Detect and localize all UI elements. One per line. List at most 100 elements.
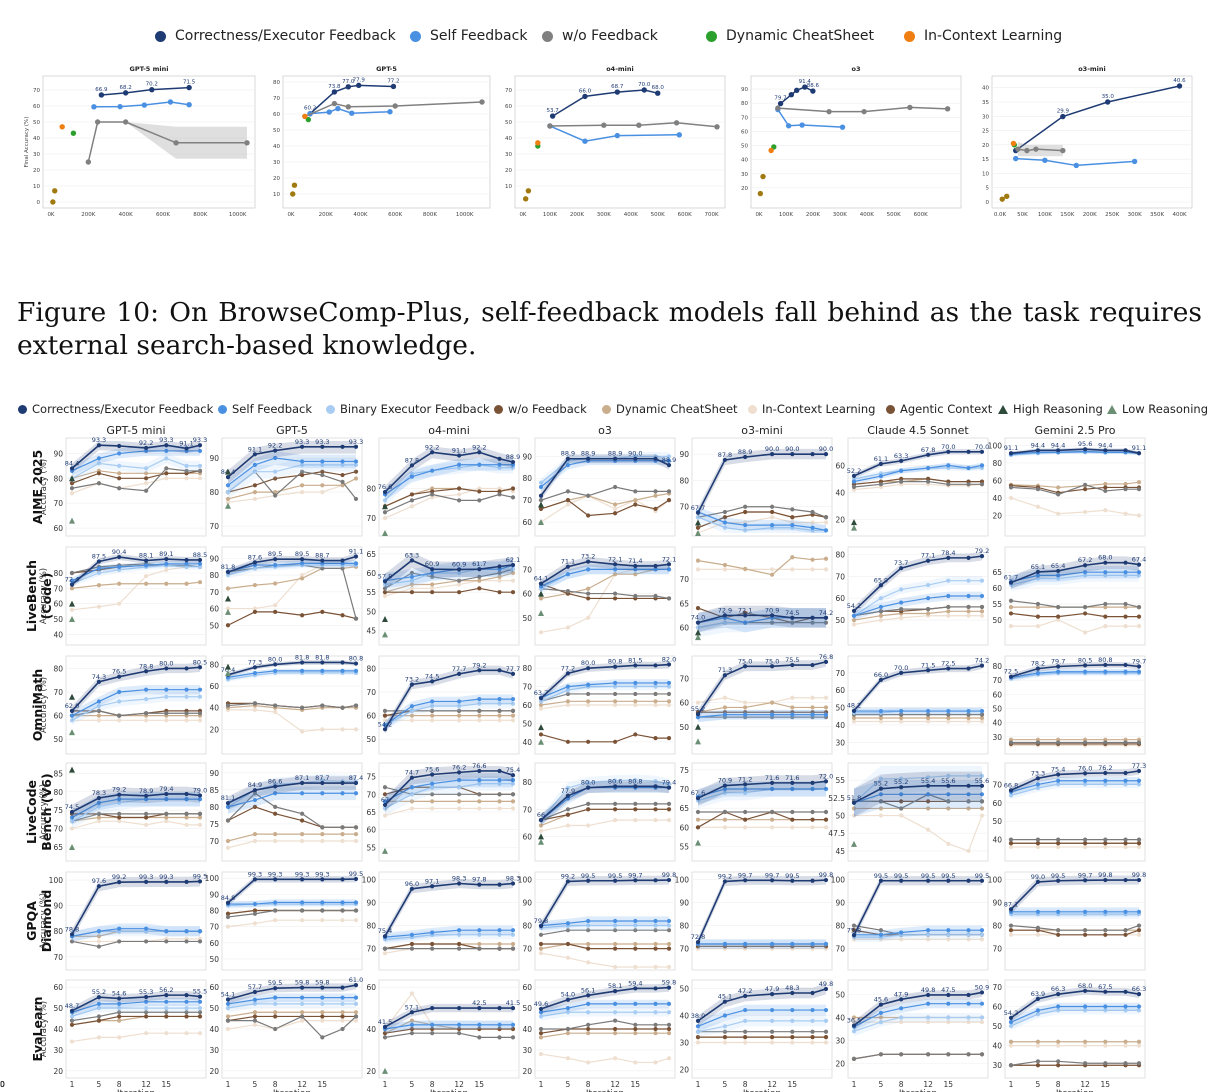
legend-item: Agentic Context bbox=[886, 402, 992, 416]
data-point bbox=[69, 1039, 75, 1044]
data-point bbox=[926, 1052, 931, 1057]
data-point bbox=[69, 607, 75, 612]
data-point bbox=[1123, 481, 1128, 487]
data-point bbox=[349, 110, 355, 116]
data-point bbox=[184, 557, 189, 563]
data-point bbox=[1056, 928, 1061, 933]
data-label: 53.7 bbox=[547, 108, 560, 114]
data-label: 81.8 bbox=[295, 653, 309, 661]
data-point bbox=[477, 713, 482, 718]
data-label: 76.6 bbox=[378, 483, 392, 491]
confidence-band bbox=[228, 441, 356, 484]
x-tick-label: 0K bbox=[47, 212, 54, 218]
data-label: 71.6 bbox=[765, 774, 779, 782]
data-point bbox=[430, 450, 435, 455]
low-reasoning-marker bbox=[382, 847, 388, 854]
data-point bbox=[653, 964, 658, 970]
data-point bbox=[1103, 844, 1108, 850]
y-axis-label: Accuracy (%) bbox=[39, 677, 49, 733]
data-label: 99.3 bbox=[248, 870, 262, 878]
data-point bbox=[695, 515, 701, 520]
row-label-line: Bench (V6) bbox=[39, 773, 54, 850]
data-point bbox=[225, 924, 231, 929]
panel-frame bbox=[282, 75, 491, 209]
x-tick-label: 50K bbox=[1017, 212, 1028, 218]
data-point bbox=[666, 918, 672, 924]
x-tick-label: 15 bbox=[1101, 1080, 1111, 1089]
confidence-band bbox=[541, 679, 669, 702]
x-tick-label: 600K bbox=[388, 212, 402, 218]
data-point bbox=[117, 674, 122, 679]
data-point bbox=[409, 471, 415, 476]
data-point bbox=[387, 109, 393, 115]
data-label: 89.1 bbox=[159, 550, 173, 558]
data-label: 48.3 bbox=[785, 984, 799, 992]
data-label: 67.4 bbox=[1132, 556, 1146, 564]
data-point bbox=[1083, 844, 1088, 850]
data-label: 87.7 bbox=[315, 774, 329, 782]
data-point bbox=[382, 806, 388, 811]
data-point bbox=[743, 941, 748, 947]
y-tick-label: 80 bbox=[209, 571, 219, 580]
data-point bbox=[225, 569, 231, 575]
data-point bbox=[586, 946, 591, 951]
data-point bbox=[1123, 932, 1128, 937]
data-point bbox=[1008, 844, 1014, 850]
data-point bbox=[666, 736, 672, 741]
y-tick-label: 50 bbox=[33, 120, 40, 126]
data-point bbox=[1103, 778, 1108, 783]
data-point bbox=[340, 558, 345, 563]
data-point bbox=[653, 506, 658, 512]
data-point bbox=[252, 832, 258, 837]
y-tick-label: 20 bbox=[835, 1060, 845, 1069]
y-tick-label: 60 bbox=[522, 518, 532, 527]
data-label: 99.0 bbox=[1031, 873, 1045, 881]
data-point bbox=[300, 705, 305, 710]
data-point bbox=[117, 443, 122, 449]
data-label: 74.5 bbox=[785, 609, 799, 617]
y-tick-label: 60 bbox=[835, 594, 845, 603]
data-point bbox=[653, 918, 658, 924]
x-tick-label: 1 bbox=[539, 1080, 544, 1089]
data-point bbox=[382, 586, 388, 591]
data-point bbox=[823, 695, 829, 700]
cell-frame bbox=[1004, 871, 1146, 971]
row-label-line: GPQA bbox=[24, 901, 39, 941]
data-point bbox=[790, 507, 795, 512]
data-point bbox=[382, 802, 388, 808]
data-point bbox=[770, 509, 775, 515]
y-tick-label: 60 bbox=[679, 623, 689, 632]
data-point bbox=[225, 845, 231, 850]
data-point bbox=[722, 525, 728, 530]
data-point bbox=[653, 563, 658, 569]
y-tick-label: 90 bbox=[209, 769, 219, 778]
data-label: 80.0 bbox=[159, 659, 173, 667]
data-point bbox=[117, 1035, 122, 1040]
data-point bbox=[1004, 193, 1010, 199]
x-tick-label: 5 bbox=[410, 1080, 415, 1089]
data-point bbox=[722, 1024, 728, 1029]
data-point bbox=[770, 1035, 775, 1040]
data-point bbox=[586, 682, 591, 687]
data-label: 79.0 bbox=[193, 786, 207, 794]
confidence-band bbox=[72, 560, 200, 584]
data-label: 79.7 bbox=[1051, 658, 1065, 666]
data-label: 77.3 bbox=[248, 658, 262, 666]
data-point bbox=[586, 666, 591, 671]
data-point bbox=[164, 456, 169, 461]
data-point bbox=[878, 677, 884, 682]
data-label: 91.1 bbox=[349, 548, 363, 556]
data-point bbox=[96, 559, 102, 564]
data-point bbox=[861, 108, 867, 115]
data-point bbox=[144, 811, 149, 816]
data-point bbox=[666, 1022, 672, 1027]
data-label: 71.5 bbox=[921, 661, 935, 669]
data-point bbox=[353, 791, 359, 796]
data-point bbox=[613, 511, 618, 516]
data-point bbox=[184, 581, 189, 586]
data-label: 92.2 bbox=[472, 443, 486, 451]
data-label: 84.4 bbox=[65, 459, 79, 467]
data-point bbox=[477, 806, 482, 811]
high-reasoning-marker bbox=[851, 519, 857, 526]
